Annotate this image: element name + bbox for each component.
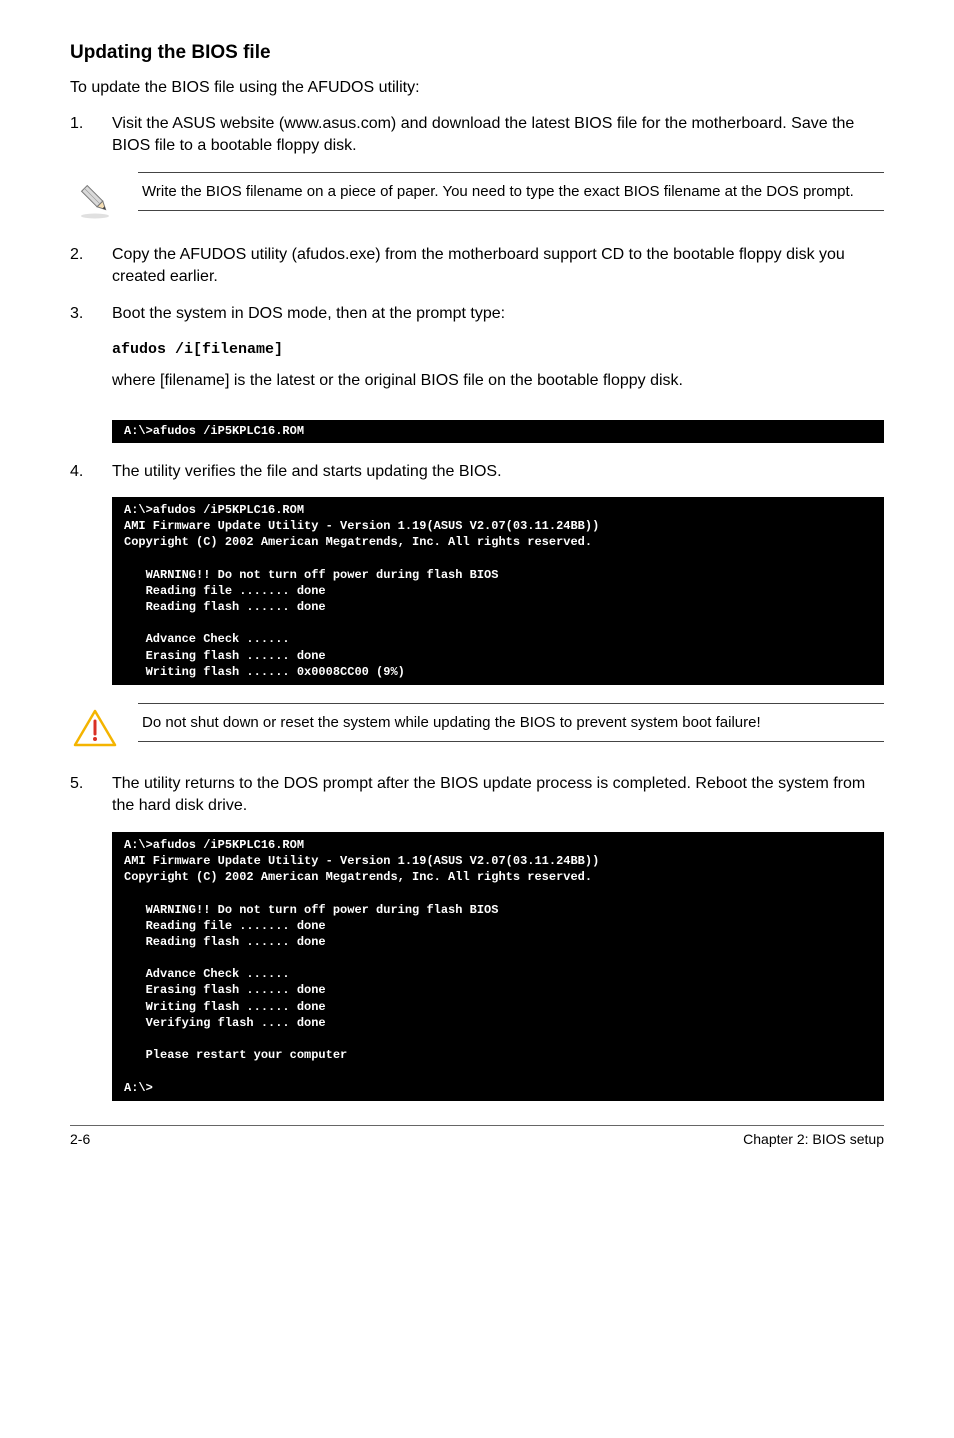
page-footer: 2-6 Chapter 2: BIOS setup xyxy=(70,1125,884,1150)
step-text: Visit the ASUS website (www.asus.com) an… xyxy=(112,113,884,158)
step-number: 4. xyxy=(70,461,112,483)
section-heading: Updating the BIOS file xyxy=(70,40,884,67)
warning-icon xyxy=(70,703,120,749)
step-4: 4. The utility verifies the file and sta… xyxy=(70,461,884,483)
step-number: 5. xyxy=(70,773,112,818)
note-pencil: Write the BIOS filename on a piece of pa… xyxy=(70,172,884,220)
command-text: afudos /i[filename] xyxy=(112,339,884,360)
note-warning: Do not shut down or reset the system whi… xyxy=(70,703,884,749)
note-text: Write the BIOS filename on a piece of pa… xyxy=(138,172,884,211)
chapter-label: Chapter 2: BIOS setup xyxy=(743,1130,884,1150)
terminal-output-1: A:\>afudos /iP5KPLC16.ROM xyxy=(112,420,884,442)
command-description: where [filename] is the latest or the or… xyxy=(112,370,884,392)
step-3: 3. Boot the system in DOS mode, then at … xyxy=(70,303,884,325)
intro-text: To update the BIOS file using the AFUDOS… xyxy=(70,77,884,99)
step-3-desc: where [filename] is the latest or the or… xyxy=(70,370,884,406)
step-text: Boot the system in DOS mode, then at the… xyxy=(112,303,884,325)
terminal-output-3: A:\>afudos /iP5KPLC16.ROM AMI Firmware U… xyxy=(112,832,884,1101)
step-number: 2. xyxy=(70,244,112,289)
terminal-output-2: A:\>afudos /iP5KPLC16.ROM AMI Firmware U… xyxy=(112,497,884,685)
step-text: Copy the AFUDOS utility (afudos.exe) fro… xyxy=(112,244,884,289)
note-text: Do not shut down or reset the system whi… xyxy=(138,703,884,742)
step-text: The utility verifies the file and starts… xyxy=(112,461,884,483)
pencil-icon xyxy=(70,172,120,220)
step-5: 5. The utility returns to the DOS prompt… xyxy=(70,773,884,818)
step-text: The utility returns to the DOS prompt af… xyxy=(112,773,884,818)
step-number: 3. xyxy=(70,303,112,325)
page-number: 2-6 xyxy=(70,1130,90,1150)
step-2: 2. Copy the AFUDOS utility (afudos.exe) … xyxy=(70,244,884,289)
step-1: 1. Visit the ASUS website (www.asus.com)… xyxy=(70,113,884,158)
step-number: 1. xyxy=(70,113,112,158)
